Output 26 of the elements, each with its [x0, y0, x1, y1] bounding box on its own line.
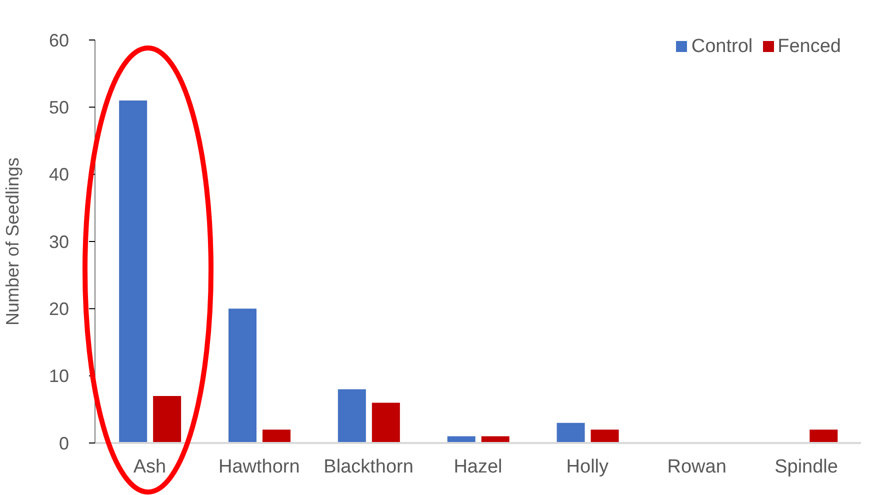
x-tick-label: Hazel: [454, 456, 502, 478]
x-tick-label: Rowan: [667, 456, 726, 478]
bar: [590, 430, 619, 443]
x-tick-label: Hawthorn: [218, 456, 300, 478]
bar: [338, 389, 366, 443]
y-tick-label: 10: [48, 366, 69, 386]
y-tick-label: 0: [58, 433, 69, 454]
x-tick-label: Spindle: [774, 456, 838, 478]
y-tick-label: 20: [48, 299, 69, 320]
bar: [372, 402, 400, 443]
y-tick-label: 40: [48, 164, 69, 185]
bar: [153, 396, 182, 443]
legend-label: Fenced: [778, 36, 841, 57]
bar: [228, 308, 257, 443]
bar: [810, 430, 838, 443]
legend-label: Control: [691, 36, 753, 57]
bar: [556, 422, 585, 443]
y-tick-label: 50: [48, 98, 69, 118]
x-tick-label: Blackthorn: [324, 456, 414, 478]
x-tick-label: Ash: [133, 456, 166, 478]
bar: [262, 430, 291, 443]
x-tick-label: Holly: [566, 456, 610, 478]
y-axis-title: Number of Seedlings: [2, 157, 22, 326]
bar: [119, 100, 148, 443]
y-tick-label: 30: [48, 232, 69, 252]
y-tick-label: 60: [48, 30, 69, 50]
